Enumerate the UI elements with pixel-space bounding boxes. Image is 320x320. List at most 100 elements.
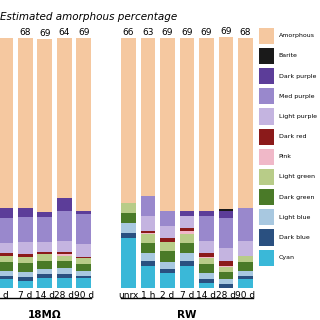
Bar — [238, 270, 252, 276]
Text: 69: 69 — [78, 28, 90, 37]
Bar — [199, 258, 214, 264]
FancyBboxPatch shape — [259, 48, 275, 64]
Text: Light green: Light green — [279, 174, 315, 180]
Bar — [18, 208, 33, 217]
Text: Dark green: Dark green — [279, 195, 314, 200]
Bar — [0, 253, 13, 255]
Bar — [180, 230, 194, 234]
FancyBboxPatch shape — [259, 149, 275, 165]
Text: Dark blue: Dark blue — [279, 235, 309, 240]
Bar — [76, 278, 91, 288]
Bar — [160, 242, 175, 251]
Text: Med purple: Med purple — [279, 94, 314, 99]
Bar — [219, 279, 233, 284]
Text: Cyan: Cyan — [279, 255, 295, 260]
Bar — [141, 196, 155, 216]
Bar — [37, 252, 52, 254]
Bar — [141, 253, 155, 260]
Bar — [37, 39, 52, 212]
Bar — [180, 243, 194, 253]
Text: 64: 64 — [59, 28, 70, 37]
Bar — [180, 228, 194, 230]
Bar — [219, 284, 233, 288]
Bar — [238, 38, 252, 208]
Bar — [238, 208, 252, 241]
Bar — [199, 283, 214, 288]
Bar — [199, 216, 214, 241]
Bar — [18, 257, 33, 263]
Bar — [160, 273, 175, 288]
Bar — [160, 238, 175, 242]
Bar — [160, 262, 175, 269]
Bar — [219, 211, 233, 218]
Bar — [18, 254, 33, 257]
FancyBboxPatch shape — [259, 108, 275, 124]
Bar — [18, 281, 33, 288]
Text: 63: 63 — [142, 28, 154, 37]
Bar — [199, 241, 214, 253]
Text: Estimated amorphous percentage: Estimated amorphous percentage — [0, 12, 177, 22]
Bar — [57, 255, 72, 260]
Bar — [37, 242, 52, 252]
Text: Amorphous: Amorphous — [279, 33, 315, 38]
Bar — [57, 278, 72, 288]
Bar — [0, 218, 13, 243]
Bar — [141, 234, 155, 243]
Bar — [238, 262, 252, 270]
Bar — [37, 278, 52, 288]
Bar — [160, 269, 175, 273]
Text: 68: 68 — [240, 28, 251, 37]
Bar — [0, 279, 13, 288]
Text: 69: 69 — [201, 28, 212, 37]
Bar — [57, 252, 72, 254]
Bar — [18, 38, 33, 208]
Bar — [57, 211, 72, 241]
Bar — [180, 234, 194, 243]
Bar — [199, 38, 214, 211]
Bar — [0, 276, 13, 279]
Bar — [121, 203, 136, 213]
Bar — [141, 233, 155, 234]
FancyBboxPatch shape — [259, 88, 275, 104]
Bar — [160, 251, 175, 262]
Bar — [57, 268, 72, 274]
Bar — [37, 274, 52, 278]
Bar — [199, 253, 214, 257]
Bar — [0, 270, 13, 276]
Bar — [76, 38, 91, 211]
Text: 69: 69 — [162, 28, 173, 37]
Bar — [0, 208, 13, 218]
Bar — [57, 38, 72, 198]
Bar — [219, 260, 233, 266]
FancyBboxPatch shape — [259, 189, 275, 205]
Text: Light purple: Light purple — [279, 114, 317, 119]
Bar — [180, 260, 194, 266]
Text: RW: RW — [177, 310, 196, 320]
Bar — [57, 274, 72, 278]
Bar — [219, 37, 233, 209]
Bar — [219, 272, 233, 279]
Text: Light blue: Light blue — [279, 215, 310, 220]
Bar — [238, 241, 252, 255]
Text: Dark red: Dark red — [279, 134, 306, 139]
Text: 69: 69 — [181, 28, 193, 37]
Bar — [76, 214, 91, 244]
Bar — [180, 211, 194, 216]
Bar — [121, 38, 136, 203]
Bar — [76, 270, 91, 276]
Text: 69: 69 — [220, 27, 232, 36]
Bar — [199, 264, 214, 273]
Bar — [160, 211, 175, 226]
Bar — [0, 243, 13, 253]
Bar — [219, 266, 233, 267]
Bar — [0, 255, 13, 262]
Text: 68: 68 — [20, 28, 31, 37]
Bar — [160, 38, 175, 211]
Bar — [141, 266, 155, 288]
Bar — [141, 260, 155, 266]
Bar — [219, 218, 233, 248]
Bar — [160, 226, 175, 238]
FancyBboxPatch shape — [259, 250, 275, 266]
Text: Dark purple: Dark purple — [279, 74, 316, 79]
Text: 66: 66 — [123, 28, 134, 37]
